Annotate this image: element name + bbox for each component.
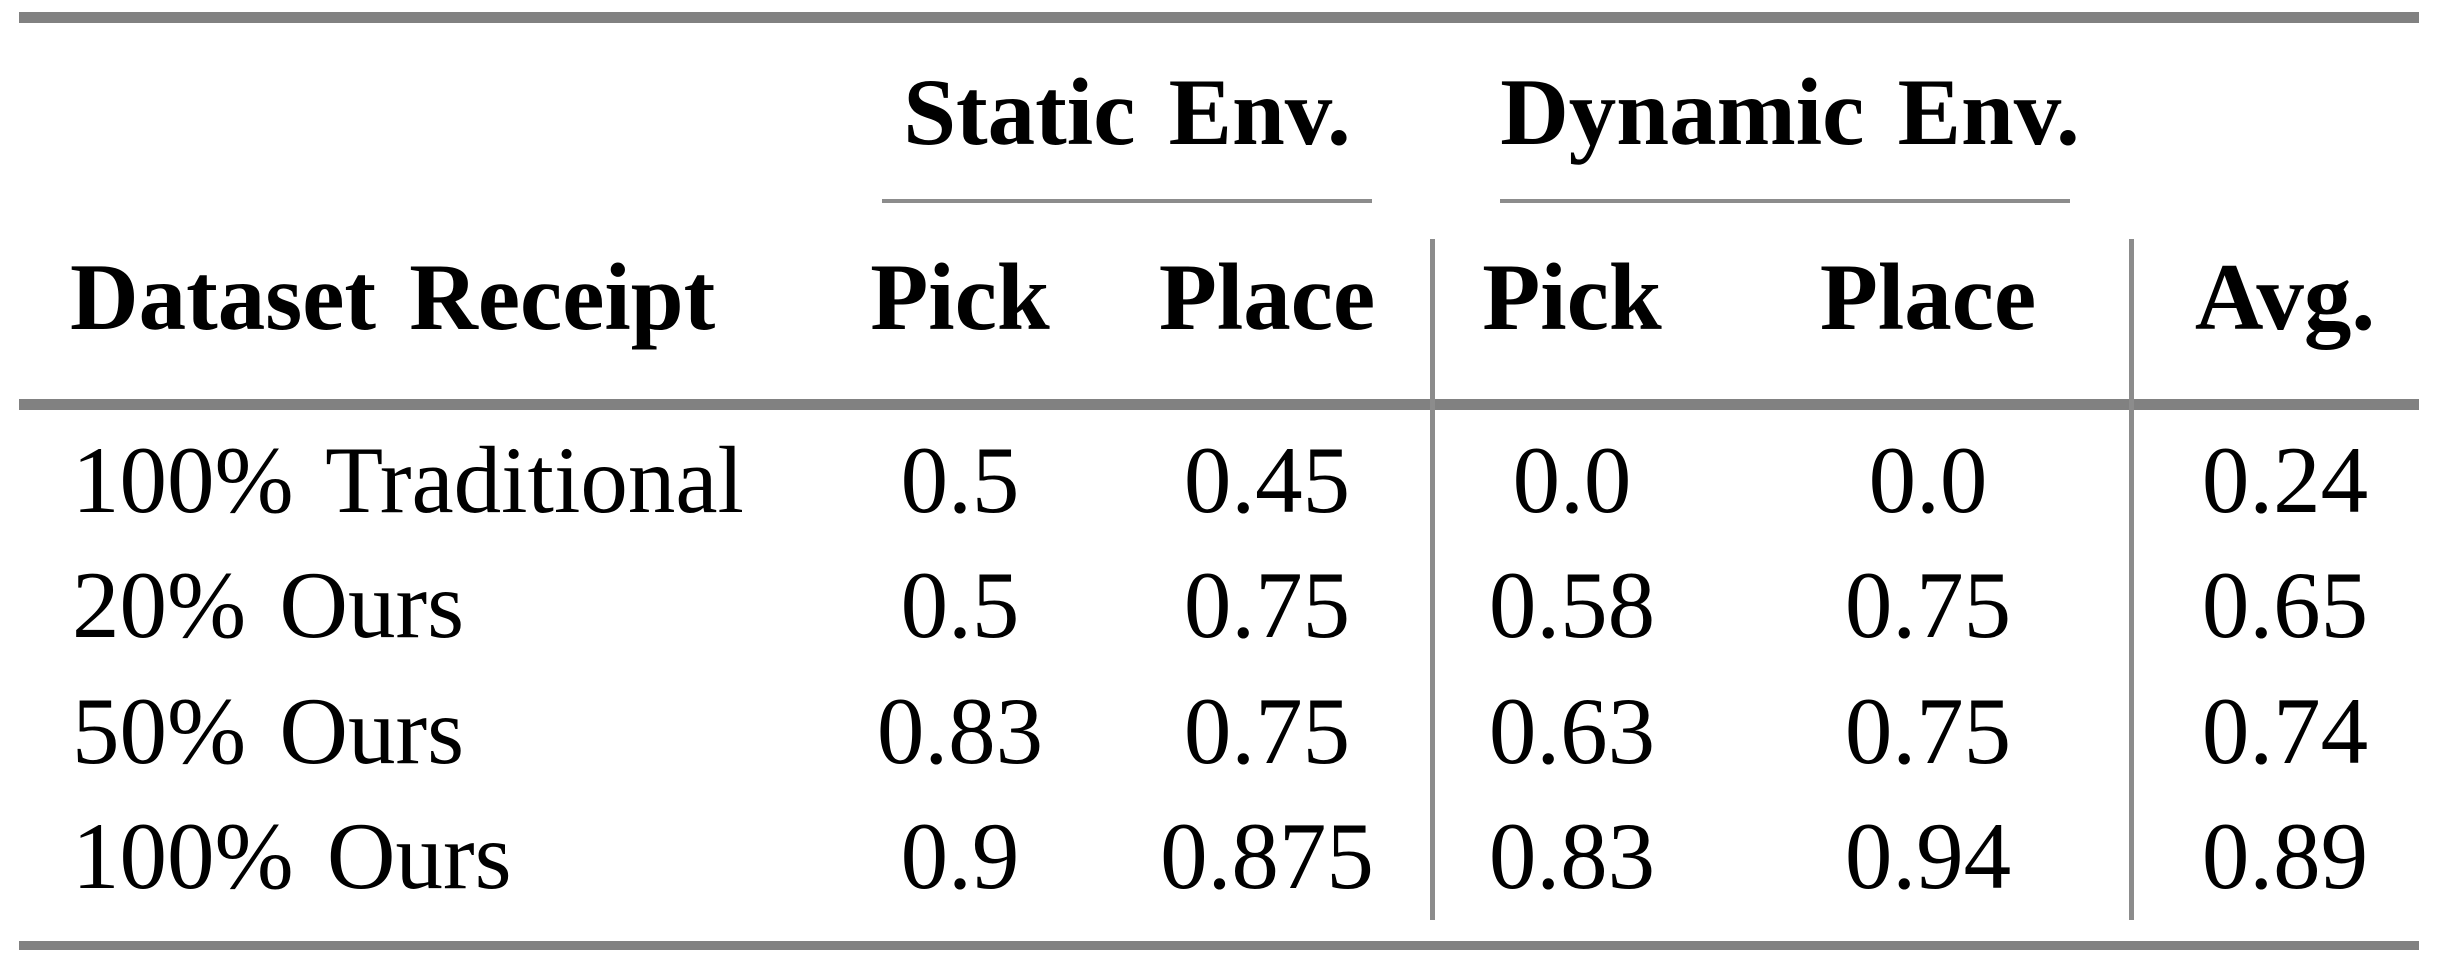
table-bottom-rule <box>19 941 2419 950</box>
vertical-separator-1 <box>1430 239 1435 920</box>
table-cell: 0.45 <box>1183 427 1351 533</box>
table-cell: 0.94 <box>1844 803 2012 909</box>
dynamic-env-cmidrule <box>1500 199 2070 203</box>
table-header-rule <box>19 399 2419 410</box>
static-env-cmidrule <box>882 199 1372 203</box>
table-cell: 0.75 <box>1183 678 1351 784</box>
header-static-place: Place <box>1158 244 1376 350</box>
row-label: 20% Ours <box>72 552 465 658</box>
header-static-pick: Pick <box>870 244 1050 350</box>
table-cell: 0.24 <box>2201 427 2369 533</box>
table-cell: 0.83 <box>1488 803 1656 909</box>
table-cell: 0.75 <box>1183 552 1351 658</box>
header-avg: Avg. <box>2194 244 2376 350</box>
table-cell: 0.0 <box>1512 427 1632 533</box>
row-label: 100% Ours <box>72 803 512 909</box>
table-cell: 0.65 <box>2201 552 2369 658</box>
column-group-static-env: Static Env. <box>903 59 1351 165</box>
table-cell: 0.63 <box>1488 678 1656 784</box>
table-cell: 0.5 <box>900 552 1020 658</box>
table-cell: 0.58 <box>1488 552 1656 658</box>
table-cell: 0.5 <box>900 427 1020 533</box>
header-dynamic-place: Place <box>1819 244 2037 350</box>
column-group-dynamic-env: Dynamic Env. <box>1500 59 2080 165</box>
table-cell: 0.89 <box>2201 803 2369 909</box>
table-cell: 0.75 <box>1844 678 2012 784</box>
table-cell: 0.74 <box>2201 678 2369 784</box>
row-label: 50% Ours <box>72 678 465 784</box>
table-cell: 0.75 <box>1844 552 2012 658</box>
table-cell: 0.0 <box>1868 427 1988 533</box>
row-label: 100% Traditional <box>72 427 744 533</box>
table-cell: 0.9 <box>900 803 1020 909</box>
table-cell: 0.875 <box>1160 803 1374 909</box>
table-top-rule <box>19 12 2419 23</box>
table-cell: 0.83 <box>876 678 1044 784</box>
vertical-separator-2 <box>2129 239 2134 920</box>
header-dataset-receipt: Dataset Receipt <box>70 244 716 350</box>
header-dynamic-pick: Pick <box>1482 244 1662 350</box>
